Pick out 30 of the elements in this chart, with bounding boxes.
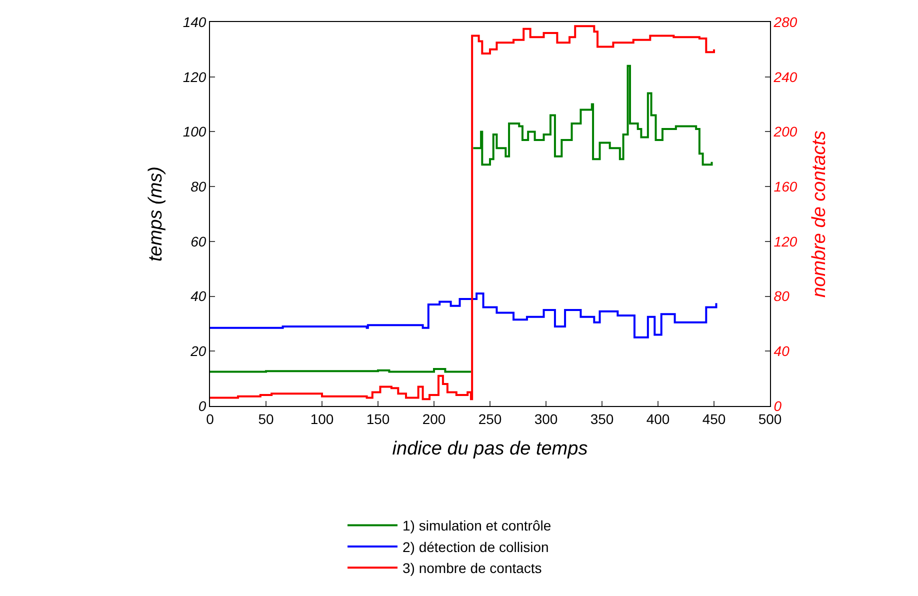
y2-tick-label: 200 [772,124,798,140]
x-tick-label: 200 [422,410,446,427]
y-tick-label: 20 [190,343,206,360]
y-tick-label: 60 [190,233,206,250]
x-tick-label: 100 [310,410,334,427]
x-tick-label: 450 [702,410,726,427]
y2-axis-title: nombre de contacts [809,130,830,298]
legend-label: 2) détection de collision [402,538,549,555]
y2-tick-label: 40 [774,343,790,360]
y2-tick-label: 120 [774,233,798,250]
y-tick-label: 40 [190,288,206,304]
y-tick-label: 80 [190,178,206,194]
y-tick-label: 0 [198,398,206,414]
legend-label: 3) nombre de contacts [402,560,542,576]
y-tick-label: 140 [182,14,206,30]
y-tick-label: 120 [182,68,206,85]
x-tick-label: 250 [478,410,502,427]
x-tick-label: 150 [366,410,390,427]
y2-tick-label: 80 [774,288,790,304]
x-tick-label: 50 [258,410,274,427]
y-tick-label: 100 [182,124,206,140]
y-axis-title: temps (ms) [146,166,167,262]
x-tick-label: 400 [646,410,670,427]
legend-label: 1) simulation et contrôle [402,518,552,534]
y2-tick-label: 240 [772,68,798,85]
x-tick-label: 350 [590,410,614,427]
y2-tick-label: 160 [774,178,798,194]
x-axis-title: indice du pas de temps [392,438,588,460]
x-tick-label: 300 [534,410,558,427]
y2-tick-label: 280 [772,14,798,30]
